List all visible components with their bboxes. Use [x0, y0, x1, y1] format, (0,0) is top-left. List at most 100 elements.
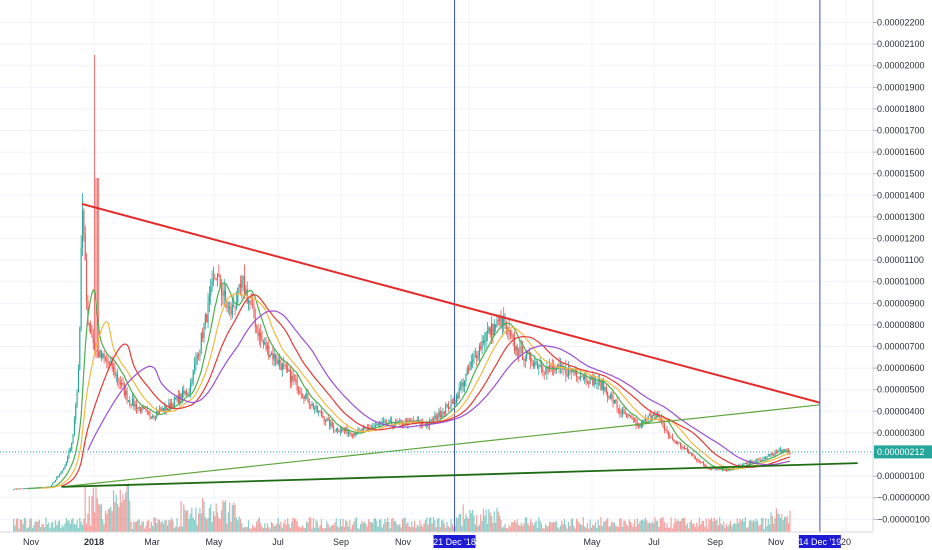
volume-bar — [353, 521, 355, 532]
volume-bar — [499, 515, 501, 532]
candle-body — [334, 430, 336, 432]
volume-bar — [350, 528, 352, 532]
volume-bar — [187, 510, 189, 532]
volume-bar — [455, 517, 458, 532]
candle-body — [72, 434, 74, 443]
volume-bar — [220, 510, 223, 532]
volume-bar — [177, 527, 179, 532]
candle-body — [785, 449, 787, 450]
volume-bar — [219, 519, 221, 532]
volume-bar — [115, 494, 117, 532]
volume-bar — [603, 521, 605, 532]
candle-body — [513, 338, 516, 351]
volume-bar — [414, 520, 416, 532]
candle-body — [168, 402, 170, 409]
candle-body — [314, 408, 316, 410]
volume-bar — [283, 523, 285, 532]
volume-bar — [744, 517, 746, 532]
candle-body — [624, 411, 626, 415]
trendlines[interactable] — [61, 202, 858, 488]
volume-bar — [72, 518, 74, 532]
volume-bar — [285, 524, 287, 532]
volume-bar — [304, 527, 306, 532]
volume-bar — [738, 522, 740, 532]
volume-bar — [358, 528, 360, 532]
volume-bar — [323, 528, 325, 532]
volume-bar — [719, 517, 721, 532]
candle-body — [373, 426, 375, 428]
volume-bar — [551, 522, 553, 532]
volume-bar — [75, 524, 77, 532]
volume-bar — [408, 525, 410, 532]
candle-body — [104, 357, 107, 360]
candle-body — [497, 320, 499, 322]
candle-body — [180, 393, 182, 400]
volume-bar — [111, 511, 113, 532]
trendline-support-lower[interactable] — [61, 462, 858, 488]
candle-body — [446, 404, 448, 407]
candle-body — [577, 376, 579, 378]
candle-body — [218, 273, 220, 275]
time-axis[interactable]: Nov2018MarMayJulSepNovMarMayJulSepNov20 — [23, 537, 851, 547]
date-tag — [798, 535, 841, 548]
candle-body — [307, 393, 309, 403]
volume-bar — [144, 528, 146, 532]
candle-body — [651, 415, 653, 419]
candle-body — [200, 332, 202, 350]
candle-body — [594, 378, 597, 384]
volume-bar — [693, 523, 695, 532]
x-tick-label: Mar — [144, 537, 160, 547]
trendline-resistance[interactable] — [81, 202, 821, 404]
volume-bar — [732, 524, 734, 532]
volume-bar — [717, 525, 719, 532]
volume-bar — [99, 504, 101, 532]
candle-body — [199, 349, 201, 357]
volume-bar — [57, 521, 59, 532]
candle-body — [457, 395, 459, 399]
volume-bar — [58, 520, 61, 532]
volume-bar — [765, 518, 767, 532]
candle-body — [524, 359, 526, 361]
candle-body — [80, 247, 82, 329]
candle-body — [210, 287, 212, 296]
candle-body — [788, 450, 790, 452]
trendline-support-upper[interactable] — [61, 404, 820, 488]
candle-body — [127, 400, 129, 401]
x-tick-label: Sep — [707, 537, 723, 547]
volume-bar — [85, 523, 88, 532]
candle-body — [399, 419, 401, 422]
candle-body — [698, 461, 701, 463]
volume-bar — [199, 508, 201, 532]
volume-bar — [488, 509, 490, 532]
candle-body — [469, 366, 471, 371]
volume-bar — [87, 513, 89, 532]
volume-bar — [184, 509, 186, 532]
candle-body — [285, 365, 287, 367]
volume-bar — [67, 520, 69, 532]
volume-bar — [179, 526, 181, 532]
candle-body — [106, 359, 108, 363]
candle-body — [674, 440, 676, 442]
candle-body — [696, 459, 698, 461]
volume-bar — [454, 526, 456, 532]
candle-body — [588, 382, 590, 384]
volume-bar — [665, 528, 667, 532]
candle-body — [680, 443, 682, 447]
candle-body — [410, 420, 412, 422]
volume-bar — [473, 515, 475, 532]
volume-bar — [276, 523, 278, 532]
volume-bar — [117, 503, 119, 532]
y-tick-label: 0.00001900 — [877, 82, 925, 92]
candle-body — [19, 488, 21, 490]
candle-body — [420, 422, 422, 425]
candle-body — [110, 361, 112, 363]
candle-body — [315, 405, 317, 409]
volume-bar — [338, 527, 340, 532]
volume-bar — [712, 521, 714, 532]
candle-body — [119, 382, 121, 385]
price-axis[interactable]: 0.00002200 0.00002100 0.00002000 0.00001900… — [873, 18, 930, 525]
current-price-label: 0.00000212 — [877, 447, 925, 457]
candle-body — [632, 418, 634, 420]
candle-body — [184, 391, 186, 394]
